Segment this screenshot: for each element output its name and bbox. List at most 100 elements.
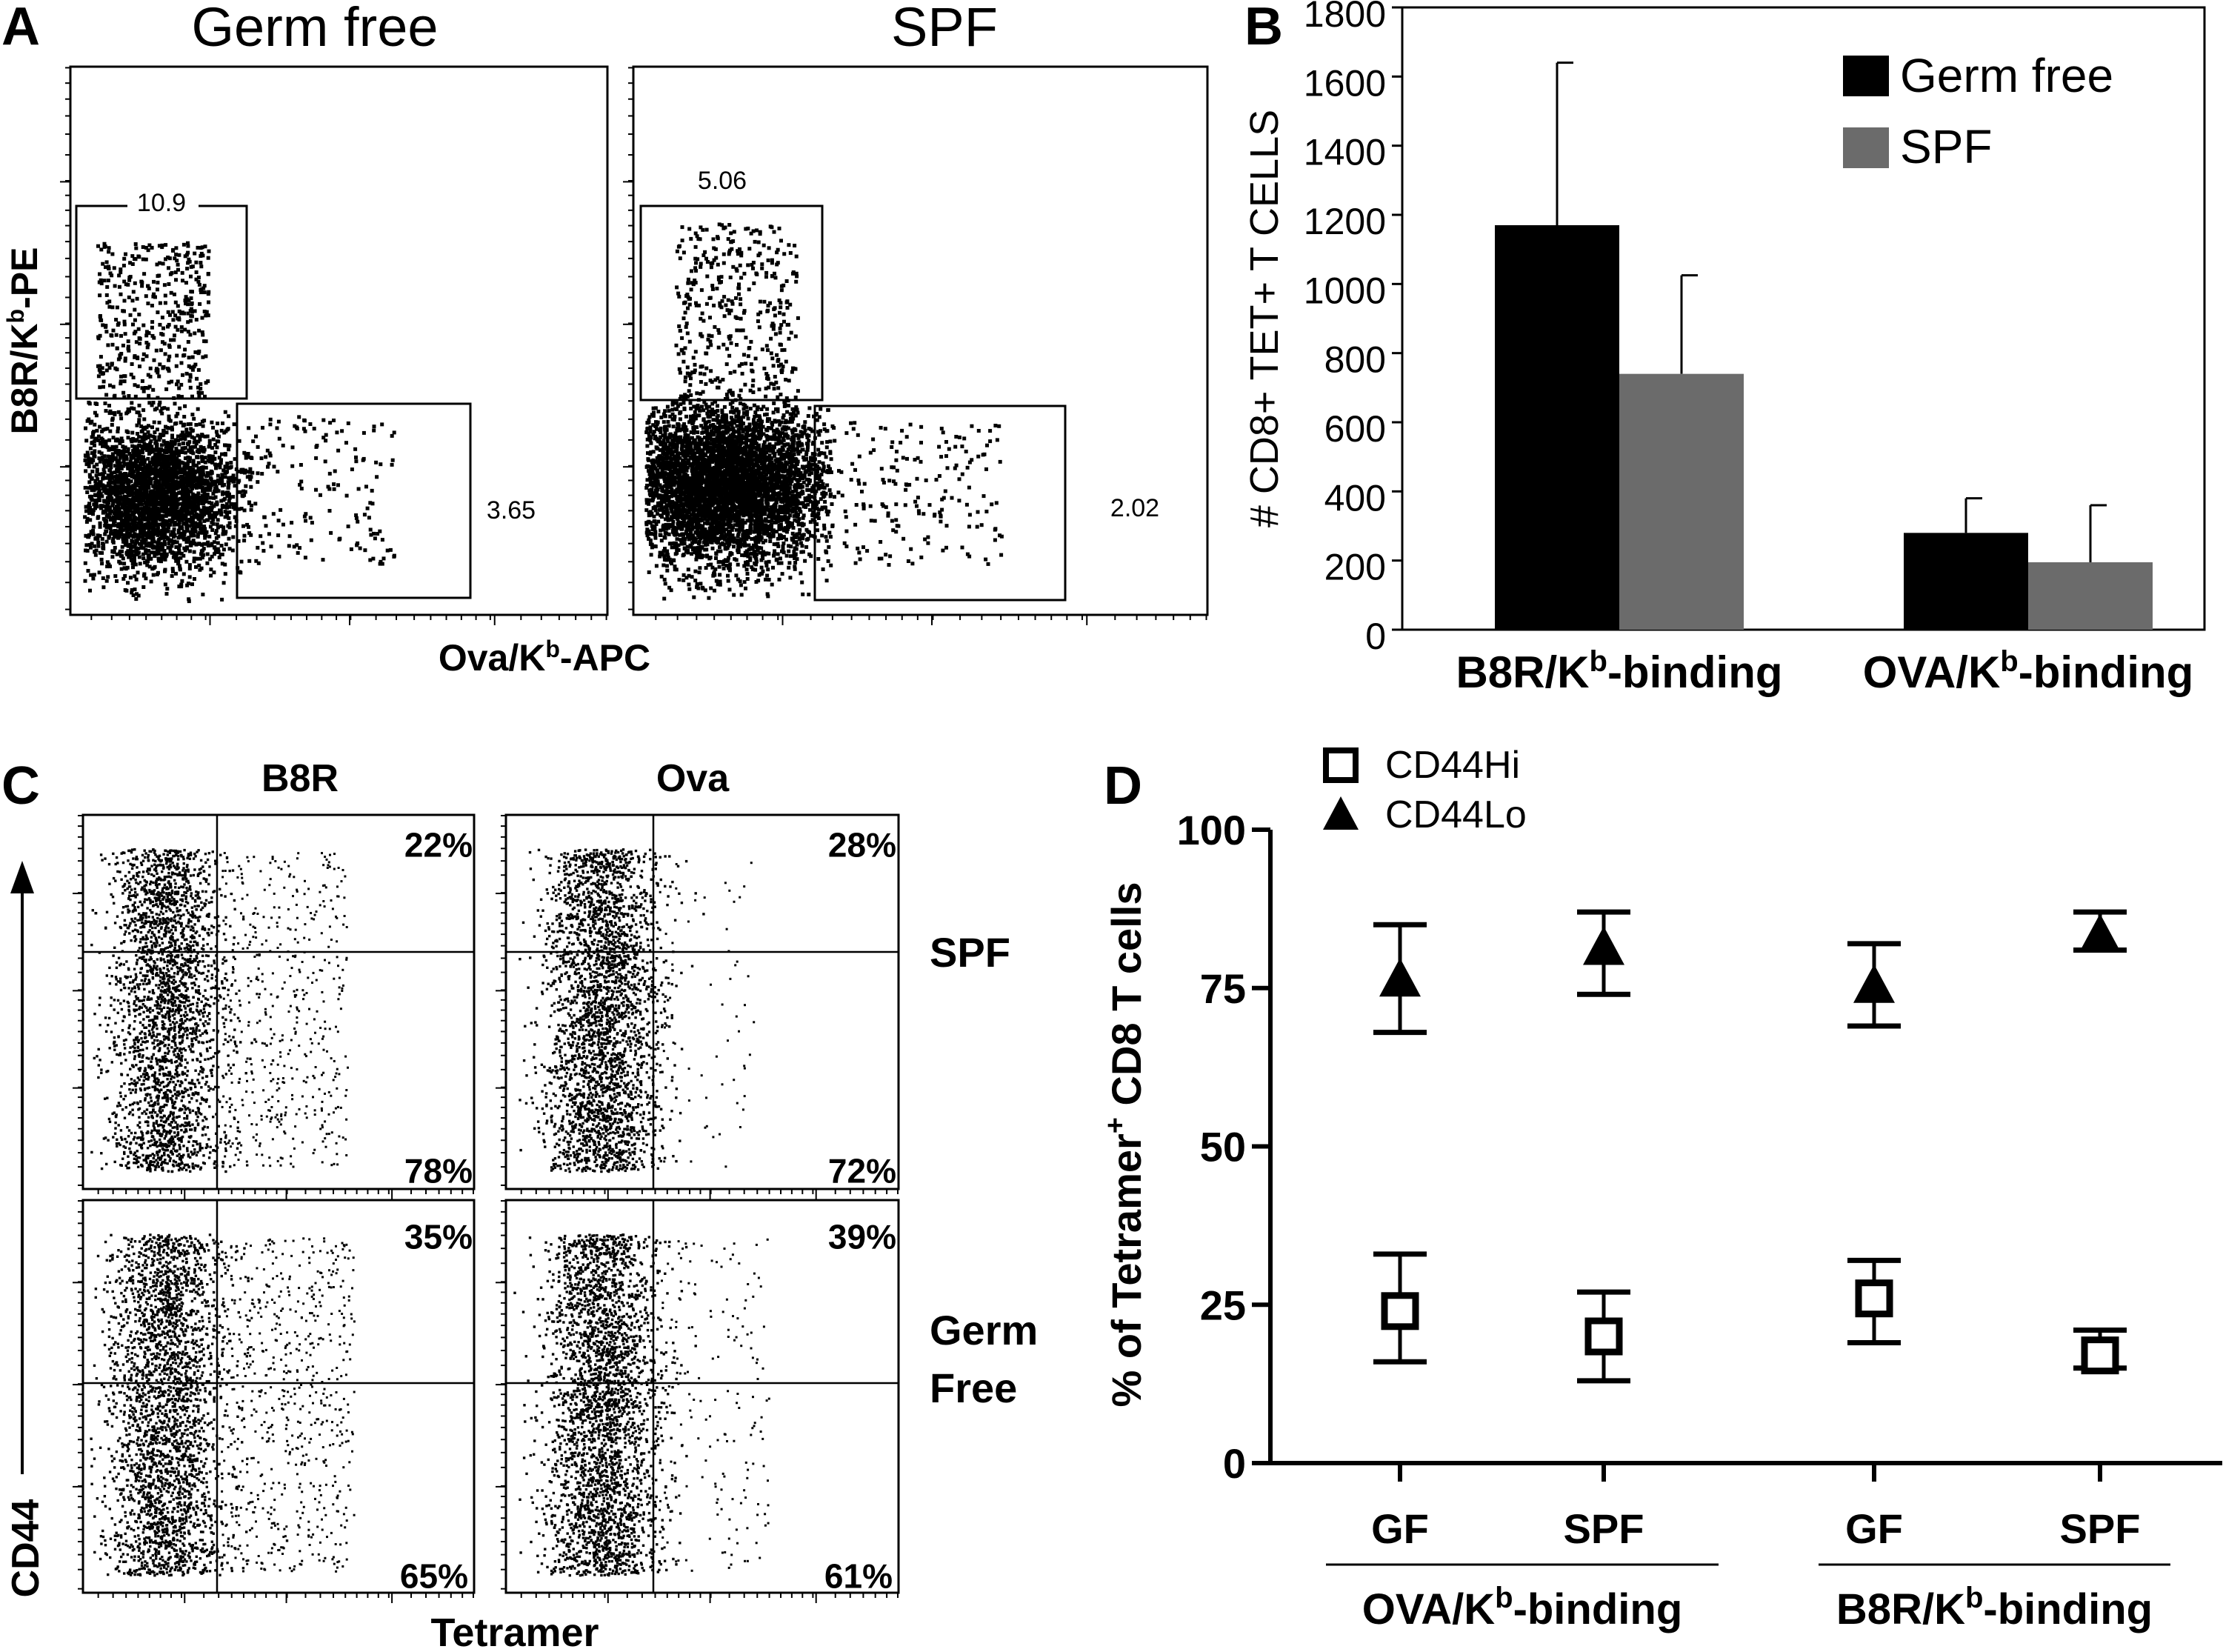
panel-c-quadrant-lines: [83, 815, 899, 1593]
panel-b-x-axis: B8R/Kb-binding OVA/Kb-binding: [1456, 645, 2193, 697]
panel-c-plot-gf-b8r: [81, 1199, 476, 1594]
y-tick-label: 1400: [1304, 132, 1386, 173]
x-tick-label: GF: [1371, 1505, 1429, 1552]
panel-a-column-spf: SPF: [891, 0, 998, 58]
y-tick-label: 1800: [1304, 0, 1386, 35]
panel-a-column-germ-free: Germ free: [191, 0, 438, 58]
y-tick-label: 400: [1324, 477, 1386, 519]
group-label: B8R/Kb-binding: [1836, 1582, 2153, 1633]
panel-c-column-b8r: B8R: [261, 757, 339, 800]
y-tick-label: 25: [1200, 1282, 1246, 1328]
panel-c-row-free: Free: [930, 1365, 1017, 1411]
x-category-label: B8R/Kb-binding: [1456, 645, 1782, 697]
panel-a-plot-germ-free-frame: [69, 65, 609, 616]
panel-d-x-axis: GF SPF GF SPF OVA/Kb-binding B8R/Kb-binding: [1326, 1505, 2170, 1633]
legend-label-cd44hi: CD44Hi: [1385, 744, 1520, 787]
x-tick-label: SPF: [2060, 1505, 2141, 1552]
flow-events-2: [90, 1233, 356, 1577]
point-cd44hi: [1847, 1257, 1901, 1346]
pct-gf-b8r-top: 35%: [404, 1217, 473, 1256]
pct-spf-ova-top: 28%: [828, 825, 896, 864]
bar-spf: [1619, 373, 1744, 630]
panel-b-y-axis: 0 200 400 600 800 1000 1200 1400 1600 1800: [1304, 0, 1402, 657]
panel-letter-a: A: [1, 0, 40, 56]
legend-label-cd44lo: CD44Lo: [1385, 793, 1527, 836]
y-tick-label: 600: [1324, 408, 1386, 450]
flow-events-1: [519, 848, 756, 1173]
point-cd44lo: [1373, 922, 1427, 1036]
legend-swatch-germ-free: [1843, 56, 1889, 96]
legend-swatch-spf: [1843, 127, 1889, 168]
y-tick-label: 800: [1324, 339, 1386, 381]
pct-gf-b8r-bottom: 65%: [400, 1556, 468, 1595]
pct-spf-b8r-top: 22%: [404, 825, 473, 864]
flow-plot-ticks: [60, 67, 607, 625]
panel-a-x-axis-label: Ova/Kb-APC: [439, 636, 650, 679]
panel-c-axis-ticks: [73, 814, 899, 1603]
gate-ova-spf-value: 2.02: [1110, 494, 1159, 522]
panel-a: Germ free SPF 10.9 3.65 5.06 2.02 B8R/Kb…: [2, 0, 1209, 679]
panel-d-legend: CD44Hi CD44Lo: [1323, 744, 1527, 836]
y-tick-label: 1200: [1304, 201, 1386, 242]
y-tick-label: 50: [1200, 1124, 1246, 1170]
flow-events-3: [513, 1233, 770, 1577]
x-tick-label: GF: [1845, 1505, 1903, 1552]
gate-b8r-germ-free-value: 10.9: [137, 189, 186, 217]
spf-ova-population: [824, 421, 1004, 567]
panel-d: 0 25 50 75 100 GF SPF GF SPF OVA/Kb-binding B8R/K…: [1100, 744, 2222, 1633]
panel-c-x-axis-label: Tetramer: [430, 1611, 599, 1652]
panel-letter-d: D: [1104, 756, 1142, 816]
panel-a-events: [83, 222, 1004, 604]
panel-a-y-axis-label: B8R/Kb-PE: [2, 247, 45, 435]
panel-c-plot-gf-ova: [504, 1199, 900, 1594]
x-tick-label: SPF: [1564, 1505, 1644, 1552]
flow-plot-ticks: [73, 814, 474, 1199]
point-cd44lo: [1847, 941, 1901, 1029]
panel-c-row-spf: SPF: [930, 929, 1010, 976]
panel-c-events: [90, 848, 770, 1577]
panel-c-plot-spf-ova: [504, 813, 900, 1190]
panel-b-legend: Germ free SPF: [1843, 49, 2113, 173]
panel-c: B8R Ova 22% 78% 28% 72% 35% 65% 39% 61% …: [4, 757, 1038, 1652]
flow-plot-ticks: [496, 814, 899, 1199]
arrow-up-icon: [10, 861, 34, 893]
panel-c-row-germ: Germ: [930, 1307, 1038, 1353]
panel-letter-c: C: [1, 756, 40, 816]
panel-b-y-axis-label: # CD8+ TET+ T CELLS: [1242, 110, 1287, 527]
y-tick-label: 200: [1324, 547, 1386, 588]
legend-marker-cd44lo: [1323, 796, 1359, 830]
panel-a-axis-ticks: [60, 67, 1207, 625]
flow-events-0: [90, 848, 349, 1173]
panel-letter-b: B: [1244, 0, 1283, 56]
point-cd44lo: [2073, 909, 2127, 953]
panel-d-y-axis-label: % of Tetramer+ CD8 T cells: [1100, 882, 1150, 1408]
point-cd44lo: [1577, 909, 1630, 997]
panel-c-plot-spf-b8r: [81, 813, 476, 1190]
y-tick-label: 1600: [1304, 62, 1386, 104]
flow-plot-ticks: [496, 1200, 899, 1603]
bar-spf: [2028, 562, 2153, 630]
panel-b-bars: [1495, 61, 2153, 630]
y-tick-label: 0: [1365, 616, 1386, 657]
y-tick-label: 75: [1200, 965, 1246, 1012]
x-category-label: OVA/Kb-binding: [1863, 645, 2194, 697]
flow-plot-ticks: [623, 67, 1207, 625]
bar-germ-free: [1904, 533, 2028, 630]
spf-main-population: [644, 400, 833, 601]
germ-free-ova-population: [246, 415, 396, 566]
flow-plot-ticks: [73, 1200, 474, 1603]
legend-label-spf: SPF: [1900, 120, 1992, 173]
panel-a-plot-spf-frame: [632, 65, 1209, 616]
spf-b8r-population: [674, 222, 800, 404]
panel-c-column-ova: Ova: [656, 757, 730, 800]
pct-gf-ova-top: 39%: [828, 1217, 896, 1256]
gate-ova-spf: [813, 404, 1067, 602]
gate-b8r-spf-value: 5.06: [698, 167, 747, 195]
y-tick-label: 1000: [1304, 270, 1386, 311]
legend-marker-cd44hi: [1323, 747, 1359, 783]
pct-spf-b8r-bottom: 78%: [404, 1151, 473, 1190]
point-cd44hi: [1577, 1289, 1630, 1384]
germ-free-main-population: [83, 400, 256, 604]
gate-ova-germ-free-value: 3.65: [487, 496, 536, 524]
